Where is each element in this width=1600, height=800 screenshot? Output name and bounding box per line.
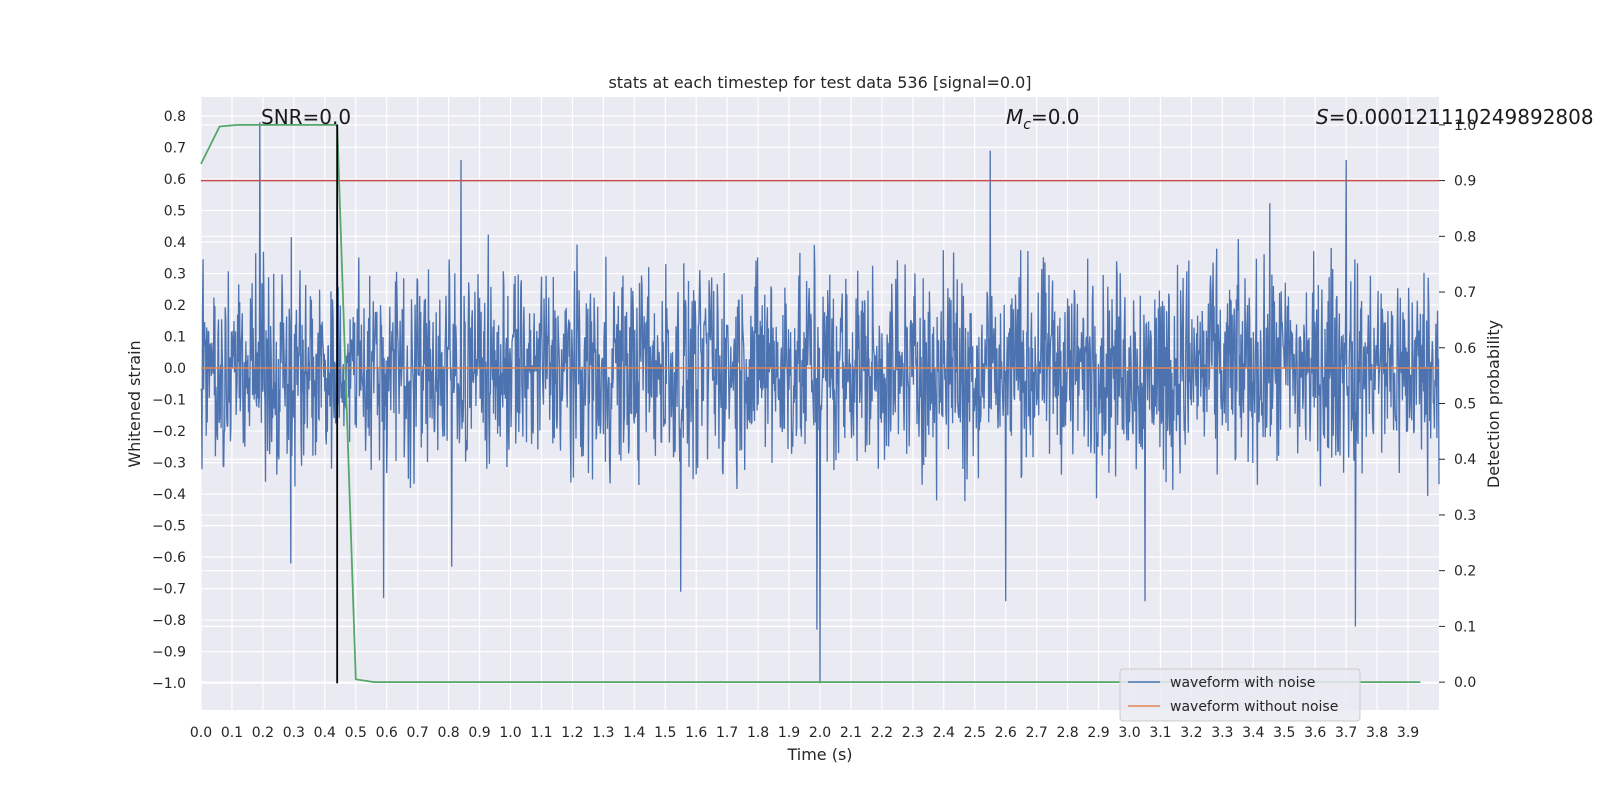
y2-tick-label: 0.0 <box>1454 675 1476 691</box>
x-tick-label: 1.1 <box>530 725 552 741</box>
x-tick-label: 0.2 <box>252 725 274 741</box>
x-tick-label: 1.4 <box>623 725 645 741</box>
y-tick-label: 0.2 <box>164 298 186 314</box>
chirp-mass-value: =0.0 <box>1031 105 1080 129</box>
x-tick-label: 2.8 <box>1056 725 1078 741</box>
x-tick-label: 0.7 <box>407 725 429 741</box>
x-tick-label: 3.4 <box>1242 725 1264 741</box>
y2-axis-ticks: 1.0 0.9 0.8 0.7 0.6 0.5 0.4 0.3 0.2 0.1 0.0 <box>1439 118 1476 691</box>
x-tick-label: 3.6 <box>1304 725 1326 741</box>
x-tick-label: 3.0 <box>1118 725 1140 741</box>
x-tick-label: 0.1 <box>221 725 243 741</box>
x-tick-label: 0.3 <box>283 725 305 741</box>
x-tick-label: 2.3 <box>902 725 924 741</box>
chirp-mass-subscript: c <box>1023 117 1031 133</box>
x-tick-label: 3.7 <box>1335 725 1357 741</box>
y2-tick-label: 0.7 <box>1454 285 1476 301</box>
y-tick-label: 0.3 <box>164 266 186 282</box>
s-value: =0.00012111024989280​8 <box>1329 105 1594 129</box>
y-tick-label: 0.0 <box>164 361 186 377</box>
legend-label-clean: waveform without noise <box>1170 699 1338 715</box>
x-tick-label: 3.3 <box>1211 725 1233 741</box>
x-axis-ticks: 0.0 0.1 0.2 0.3 0.4 0.5 0.6 0.7 0.8 0.9 1.0 1.1 1.2 1… <box>190 725 1419 741</box>
s-symbol: S <box>1316 105 1329 129</box>
x-tick-label: 3.2 <box>1180 725 1202 741</box>
y-tick-label: −0.5 <box>152 519 186 535</box>
x-axis-label: Time (s) <box>786 745 852 764</box>
y2-tick-label: 1.0 <box>1454 118 1476 134</box>
y2-tick-label: 0.1 <box>1454 619 1476 635</box>
y2-tick-label: 0.9 <box>1454 174 1476 190</box>
y2-tick-label: 0.5 <box>1454 397 1476 413</box>
x-tick-label: 2.4 <box>933 725 955 741</box>
y2-tick-label: 0.8 <box>1454 229 1476 245</box>
y-tick-label: 0.8 <box>164 109 186 125</box>
y-tick-label: −0.4 <box>152 487 186 503</box>
y-tick-label: −0.1 <box>152 393 186 409</box>
y-tick-label: 0.6 <box>164 172 186 188</box>
x-tick-label: 1.6 <box>685 725 707 741</box>
x-tick-label: 1.3 <box>592 725 614 741</box>
y-tick-label: −0.8 <box>152 613 186 629</box>
x-tick-label: 1.0 <box>499 725 521 741</box>
x-tick-label: 0.4 <box>314 725 336 741</box>
y2-tick-label: 0.2 <box>1454 564 1476 580</box>
y2-tick-label: 0.6 <box>1454 341 1476 357</box>
x-tick-label: 0.5 <box>345 725 367 741</box>
grid <box>200 97 1439 710</box>
x-tick-label: 1.7 <box>716 725 738 741</box>
x-tick-label: 2.2 <box>871 725 893 741</box>
snr-annotation: SNR=0.0 <box>261 105 351 129</box>
x-tick-label: 2.7 <box>1026 725 1048 741</box>
x-tick-label: 2.6 <box>995 725 1017 741</box>
x-tick-label: 2.5 <box>964 725 986 741</box>
legend: waveform with noise waveform without noi… <box>1119 668 1361 722</box>
y-axis-ticks: 0.8 0.7 0.6 0.5 0.4 0.3 0.2 0.1 0.0 −0.1 −0.2 −0.3 −… <box>152 109 186 692</box>
x-tick-label: 1.5 <box>654 725 676 741</box>
y-tick-label: 0.5 <box>164 203 186 219</box>
y-axis-label: Whitened strain <box>125 340 144 467</box>
x-tick-label: 3.1 <box>1149 725 1171 741</box>
x-tick-label: 1.2 <box>561 725 583 741</box>
legend-box <box>1119 668 1361 722</box>
x-tick-label: 3.9 <box>1397 725 1419 741</box>
y-tick-label: −0.2 <box>152 424 186 440</box>
y-tick-label: −1.0 <box>152 676 186 692</box>
x-tick-label: 3.8 <box>1366 725 1388 741</box>
y-tick-label: −0.7 <box>152 582 186 598</box>
x-tick-label: 3.5 <box>1273 725 1295 741</box>
y-tick-label: 0.4 <box>164 235 186 251</box>
x-tick-label: 0.6 <box>376 725 398 741</box>
series-waveform-with-noise <box>200 122 1440 684</box>
x-tick-label: 1.8 <box>747 725 769 741</box>
x-tick-label: 0.0 <box>190 725 212 741</box>
x-tick-label: 0.8 <box>437 725 459 741</box>
x-tick-label: 2.0 <box>809 725 831 741</box>
series-detection-probability <box>200 124 1439 684</box>
x-tick-label: 0.9 <box>468 725 490 741</box>
y-tick-label: −0.6 <box>152 550 186 566</box>
y2-tick-label: 0.4 <box>1454 452 1476 468</box>
y-tick-label: 0.7 <box>164 140 186 156</box>
y2-tick-label: 0.3 <box>1454 508 1476 524</box>
x-tick-label: 2.1 <box>840 725 862 741</box>
chirp-mass-symbol: M <box>1006 105 1023 129</box>
chirp-mass-annotation: Mc=0.0 <box>1006 105 1080 133</box>
legend-label-noise: waveform with noise <box>1170 675 1315 691</box>
x-tick-label: 2.9 <box>1087 725 1109 741</box>
snr-s-annotation: S=0.00012111024989280​8 <box>1316 105 1594 129</box>
chart-title: stats at each timestep for test data 536… <box>608 73 1031 92</box>
y-tick-label: 0.1 <box>164 330 186 346</box>
y2-axis-label: Detection probability <box>1484 320 1503 488</box>
y-tick-label: −0.9 <box>152 645 186 661</box>
waveform-with-noise-line <box>200 122 1440 684</box>
y-tick-label: −0.3 <box>152 456 186 472</box>
x-tick-label: 1.9 <box>778 725 800 741</box>
